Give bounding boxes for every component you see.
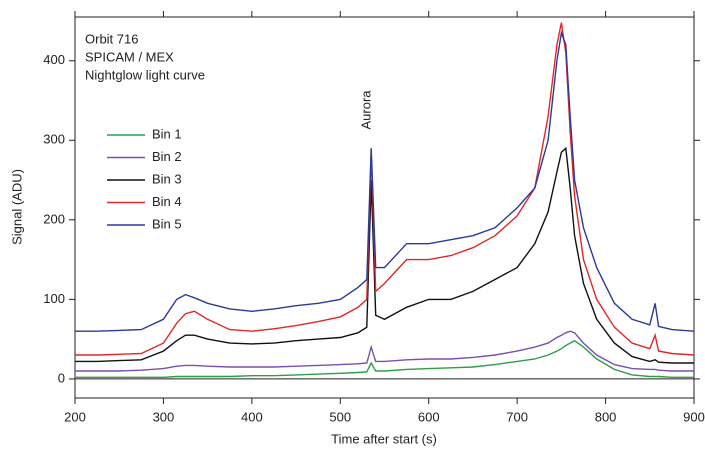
x-tick-label: 800 [595,409,617,424]
x-tick-label: 400 [241,409,263,424]
x-tick-label: 700 [506,409,528,424]
x-tick-label: 900 [683,409,705,424]
annotation: SPICAM / MEX [85,49,174,64]
y-tick-label: 100 [43,291,65,306]
legend-label: Bin 3 [152,171,182,186]
x-tick-label: 600 [418,409,440,424]
annotation: Nightglow light curve [85,67,205,82]
x-tick-label: 500 [329,409,351,424]
plot-frame [74,16,695,399]
y-tick-label: 400 [43,52,65,67]
x-axis-label: Time after start (s) [331,431,437,446]
x-tick-label: 200 [64,409,86,424]
aurora-label: Aurora [359,90,374,130]
legend-label: Bin 4 [152,194,182,209]
y-tick-label: 300 [43,132,65,147]
legend-label: Bin 2 [152,149,182,164]
series-line [75,330,694,372]
legend-label: Bin 1 [152,126,182,141]
y-tick-label: 0 [58,370,65,385]
series-line [75,22,695,356]
annotation: Orbit 716 [85,31,138,46]
x-tick-label: 300 [153,409,175,424]
series-line [75,339,694,378]
y-axis-label: Signal (ADU) [9,169,24,245]
legend-label: Bin 5 [152,216,182,231]
series-line [75,146,694,364]
series-line [75,30,695,332]
y-tick-label: 200 [43,211,65,226]
